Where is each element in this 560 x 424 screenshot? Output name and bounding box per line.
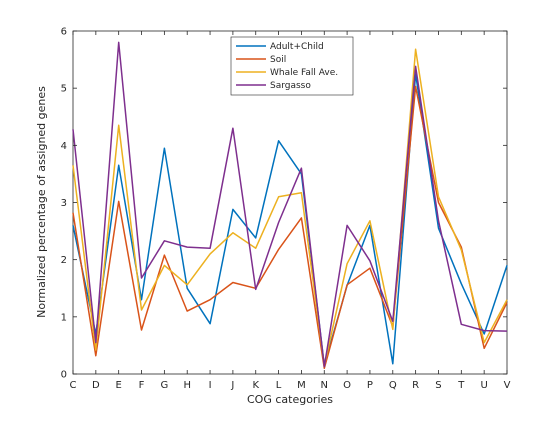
x-tick-label: F xyxy=(139,380,145,391)
legend-label: Soil xyxy=(270,55,286,65)
x-tick-label: P xyxy=(367,380,373,391)
y-tick-label: 2 xyxy=(61,255,67,266)
x-tick-label: Q xyxy=(389,380,397,391)
series-line xyxy=(72,73,508,367)
x-tick-label: K xyxy=(252,380,259,391)
y-tick-label: 4 xyxy=(61,141,67,152)
x-tick-label: H xyxy=(183,380,191,391)
legend-label: Whale Fall Ave. xyxy=(270,68,338,78)
y-axis-label: Normalized percentage of assigned genes xyxy=(35,86,48,318)
x-tick-label: U xyxy=(480,380,487,391)
y-tick-label: 6 xyxy=(61,27,67,38)
ticks-layer: C D E F G H I J K L M N O P Q R S T U V 0 1 2 3 4 5 6 xyxy=(61,27,511,392)
y-tick-label: 0 xyxy=(61,370,67,381)
x-tick-label: I xyxy=(209,380,212,391)
series-layer xyxy=(72,41,508,370)
series-line xyxy=(72,41,508,368)
x-tick-label: C xyxy=(70,380,77,391)
y-tick-label: 1 xyxy=(61,312,67,323)
x-tick-label: R xyxy=(412,380,419,391)
legend: Adult+Child Soil Whale Fall Ave. Sargasso xyxy=(230,36,354,96)
series-line xyxy=(72,85,508,370)
y-tick-label: 5 xyxy=(61,84,67,95)
x-tick-label: L xyxy=(276,380,282,391)
x-tick-label: S xyxy=(435,380,441,391)
x-tick-label: G xyxy=(160,380,168,391)
x-tick-label: V xyxy=(504,380,511,391)
x-axis-label: COG categories xyxy=(247,393,333,406)
x-tick-label: J xyxy=(230,380,234,391)
x-tick-label: E xyxy=(116,380,122,391)
x-tick-label: D xyxy=(92,380,100,391)
y-tick-label: 3 xyxy=(61,198,67,209)
x-tick-label: T xyxy=(457,380,465,391)
legend-label: Sargasso xyxy=(270,81,311,91)
x-tick-label: O xyxy=(343,380,351,391)
x-tick-label: N xyxy=(321,380,328,391)
legend-label: Adult+Child xyxy=(270,42,324,52)
x-tick-label: M xyxy=(297,380,306,391)
